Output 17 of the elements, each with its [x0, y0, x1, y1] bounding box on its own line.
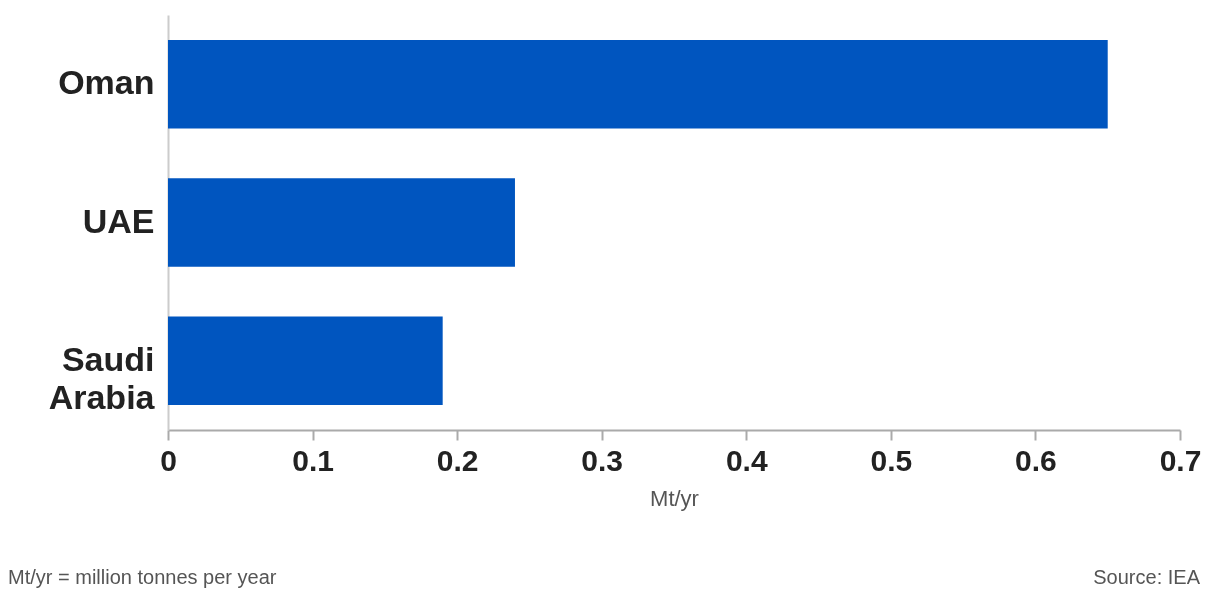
x-tick-label: 0.2: [436, 443, 479, 477]
y-tick-label: UAE: [82, 201, 155, 240]
source-note: Source: IEA: [1093, 566, 1200, 589]
x-axis-title: Mt/yr: [650, 485, 699, 511]
x-tick-label: 0.5: [870, 443, 913, 477]
x-tick-label: 0.1: [292, 443, 334, 477]
x-tick-label: 0.3: [581, 443, 624, 477]
x-tick-label: 0.4: [725, 443, 768, 477]
y-tick-label: Saudi Arabia: [48, 339, 156, 416]
x-tick-label: 0: [160, 443, 177, 477]
bar: [168, 178, 515, 267]
y-tick-label: Oman: [58, 63, 155, 102]
text: Mt/yr = million tonnes per year: [8, 566, 277, 589]
x-tick-label: 0.7: [1159, 443, 1202, 477]
bar: [168, 316, 443, 406]
bar: [168, 39, 1108, 129]
x-tick-label: 0.6: [1015, 443, 1057, 477]
